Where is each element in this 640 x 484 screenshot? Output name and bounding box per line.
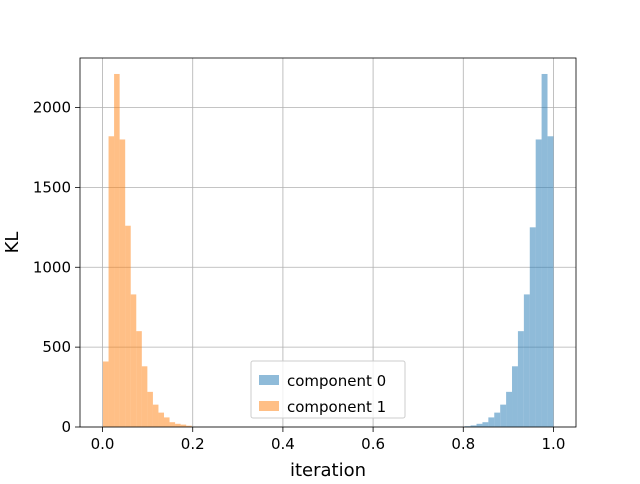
x-axis-label: iteration: [290, 460, 366, 480]
legend-label-component-0: component 0: [287, 372, 386, 390]
histogram-bar-component-1: [125, 225, 131, 427]
x-tick-label: 1.0: [542, 435, 566, 453]
histogram-bar-component-0: [517, 331, 524, 427]
histogram-bar-component-0: [547, 136, 554, 428]
histogram-bar-component-0: [500, 404, 507, 427]
histogram-bar-component-0: [482, 422, 489, 427]
histogram-bar-component-1: [186, 425, 192, 427]
legend-label-component-1: component 1: [287, 398, 386, 416]
x-tick-label: 0.0: [91, 435, 115, 453]
x-tick-label: 0.2: [181, 435, 205, 453]
histogram-bar-component-0: [529, 227, 536, 427]
histogram-bar-component-0: [541, 73, 548, 427]
x-tick-label: 0.6: [361, 435, 385, 453]
histogram-bar-component-0: [523, 294, 530, 427]
histogram-bar-component-0: [512, 366, 518, 427]
x-tick-label: 0.8: [451, 435, 475, 453]
histogram-bar-component-1: [108, 136, 115, 428]
legend-swatch-component-1: [259, 401, 279, 411]
histogram-bar-component-1: [141, 366, 148, 427]
histogram-bar-component-0: [488, 417, 495, 427]
histogram-bar-component-1: [180, 424, 187, 427]
histogram-bar-component-0: [506, 391, 513, 427]
y-tick-label: 500: [42, 338, 71, 356]
histogram-bar-component-0: [470, 425, 477, 427]
y-tick-label: 0: [61, 418, 71, 436]
histogram-bar-component-1: [169, 422, 176, 427]
histogram-bar-component-1: [164, 417, 170, 427]
legend: component 0 component 1: [250, 360, 406, 419]
histogram-bar-component-1: [147, 391, 153, 427]
histogram-bar-component-0: [494, 412, 501, 427]
histogram-bar-component-1: [119, 139, 126, 427]
legend-box: [250, 360, 406, 419]
histogram-bar-component-1: [152, 404, 159, 427]
grid-lines: [80, 58, 576, 428]
histogram-bar-component-1: [114, 73, 120, 427]
plot-frame: [79, 57, 577, 428]
histogram-bar-component-0: [476, 423, 483, 427]
histogram-bar-component-1: [130, 294, 137, 427]
histogram-bars: [102, 73, 554, 428]
y-tick-label: 1000: [33, 258, 71, 276]
y-axis-label: KL: [2, 232, 23, 254]
histogram-bar-component-1: [102, 361, 109, 427]
y-tick-label: 2000: [33, 99, 71, 117]
axis-ticks: 0.0 0.2 0.4 0.6 0.8 1.0 0 500 1000 1500 2000: [33, 99, 566, 453]
legend-swatch-component-0: [259, 375, 279, 385]
histogram-bar-component-0: [535, 139, 542, 427]
histogram-bar-component-1: [136, 331, 142, 427]
histogram-bar-component-1: [158, 412, 165, 427]
histogram-bar-component-1: [175, 423, 181, 427]
y-tick-label: 1500: [33, 178, 71, 196]
x-tick-label: 0.4: [271, 435, 295, 453]
